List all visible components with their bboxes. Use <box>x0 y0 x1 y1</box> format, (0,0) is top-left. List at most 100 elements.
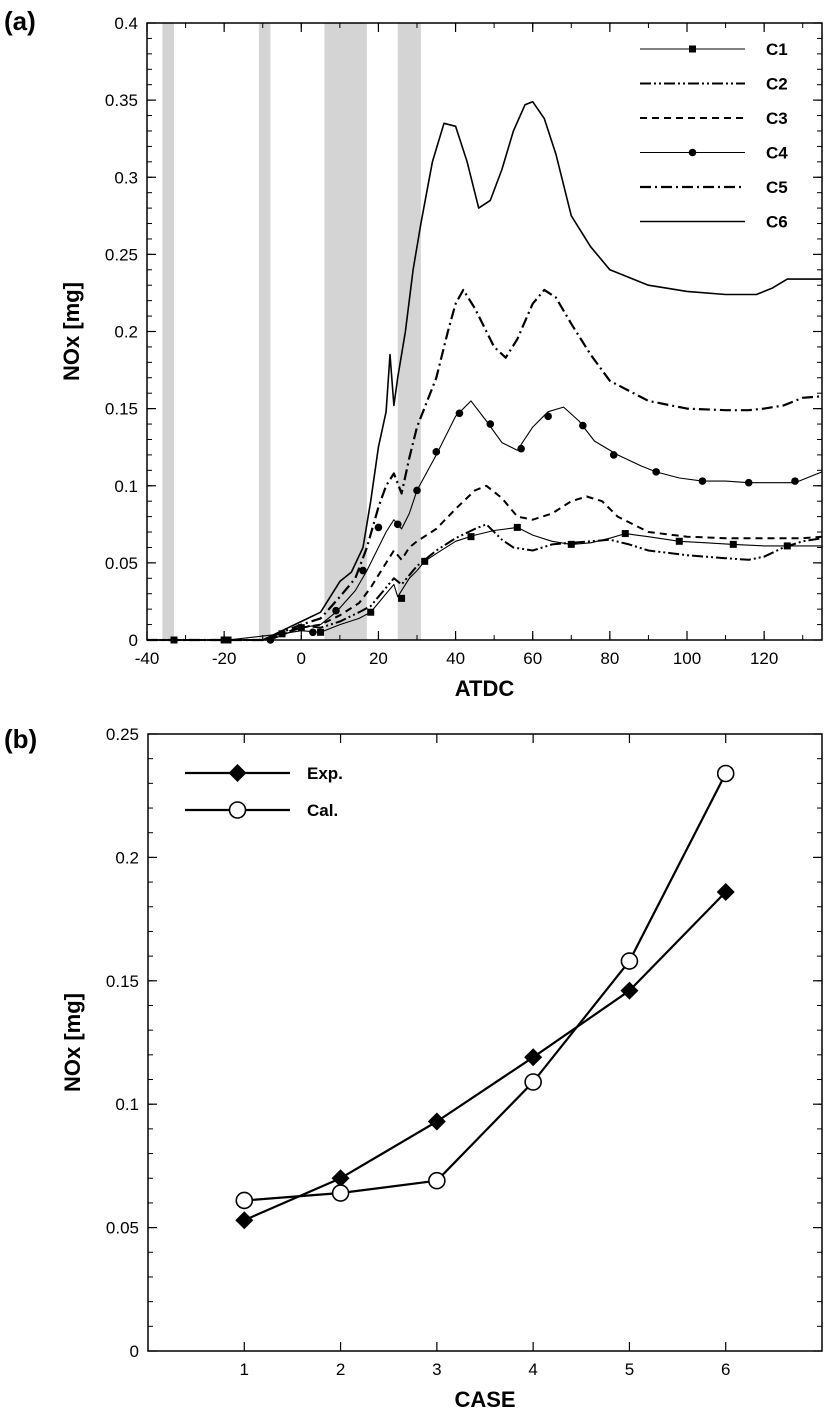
data-point <box>413 486 421 495</box>
data-point <box>609 451 618 459</box>
data-point <box>398 594 406 602</box>
y-tick-label: 0.1 <box>115 1095 139 1114</box>
x-tick-label: 100 <box>673 649 701 668</box>
plot-frame <box>147 733 823 1352</box>
legend-label: C1 <box>766 40 788 59</box>
shaded-region <box>397 23 421 640</box>
data-point <box>486 420 495 428</box>
series-line-c4 <box>147 400 823 641</box>
panel-b-chart: (b) 1 2 3 4 5 6 0 0.05 0.1 0.15 0.2 0.25 Exp. Cal. C… <box>4 724 823 1412</box>
data-point <box>235 1211 254 1230</box>
data-point <box>579 421 587 430</box>
y-tick-label: 0.1 <box>114 477 138 496</box>
data-point <box>524 1073 542 1091</box>
y-tick-label: 0.05 <box>106 1219 139 1238</box>
x-axis-title: ATDC <box>455 676 515 701</box>
x-tick-label: -20 <box>212 649 237 668</box>
y-tick-label: 0.25 <box>105 245 138 264</box>
shaded-regions <box>162 23 421 640</box>
legend: C1 C2 C3 C4 C5 C6 <box>640 40 788 232</box>
legend: Exp. Cal. <box>185 764 343 820</box>
data-point <box>393 520 402 529</box>
series-line-c5 <box>147 288 823 642</box>
legend-label: Exp. <box>307 764 343 783</box>
x-tick-label: 80 <box>600 649 619 668</box>
x-tick-label: 1 <box>240 1360 249 1379</box>
y-tick-label: 0.2 <box>114 323 138 342</box>
axis-ticks: 1 2 3 4 5 6 0 0.05 0.1 0.15 0.2 0.25 <box>106 725 822 1379</box>
x-tick-label: 0 <box>297 649 306 668</box>
series-line-c6 <box>147 100 822 641</box>
data-point <box>432 448 441 456</box>
data-point <box>791 477 799 485</box>
legend-label: C4 <box>766 144 788 163</box>
data-point <box>513 523 521 531</box>
data-point <box>309 628 317 637</box>
data-point <box>675 537 683 545</box>
data-point <box>517 444 525 453</box>
y-tick-label: 0 <box>129 631 138 650</box>
data-point <box>567 540 575 548</box>
legend-marker <box>689 45 696 53</box>
panel-a-label: (a) <box>4 6 36 36</box>
x-tick-label: 4 <box>528 1360 537 1379</box>
data-point <box>744 478 753 487</box>
data-point <box>716 882 735 901</box>
data-point <box>317 628 325 636</box>
data-point <box>620 981 639 1000</box>
legend-label: C2 <box>766 75 788 94</box>
x-tick-label: 3 <box>432 1360 441 1379</box>
legend-label: C5 <box>766 178 788 197</box>
legend-label: C3 <box>766 109 788 128</box>
data-point <box>359 566 367 575</box>
data-point <box>235 1191 254 1210</box>
legend-marker <box>228 801 247 819</box>
shaded-region <box>258 23 271 640</box>
data-point <box>544 412 552 421</box>
data-point <box>331 1184 350 1202</box>
data-point <box>428 1171 446 1190</box>
y-tick-label: 0.35 <box>105 91 138 110</box>
legend-label: C6 <box>766 213 788 232</box>
data-point <box>421 557 429 565</box>
y-tick-label: 0.15 <box>105 400 138 419</box>
legend-label: Cal. <box>307 801 338 820</box>
y-axis-title: NOx [mg] <box>60 993 85 1092</box>
x-tick-label: 6 <box>721 1360 730 1379</box>
x-tick-label: 120 <box>750 649 778 668</box>
data-series <box>147 100 823 644</box>
x-tick-label: 2 <box>336 1360 345 1379</box>
y-axis-title: NOx [mg] <box>59 282 84 381</box>
data-point <box>698 477 707 485</box>
x-tick-label: 5 <box>625 1360 634 1379</box>
shaded-region <box>162 23 174 640</box>
y-tick-label: 0.25 <box>106 725 139 744</box>
data-point <box>367 608 375 616</box>
x-axis-title: CASE <box>454 1387 515 1412</box>
data-point <box>620 952 639 970</box>
panel-b-label: (b) <box>4 724 37 754</box>
legend-marker <box>228 764 247 782</box>
data-point <box>729 540 737 548</box>
data-point <box>455 409 464 418</box>
data-point <box>524 1048 543 1067</box>
series-line-cal <box>244 772 727 1202</box>
data-point <box>332 606 340 615</box>
panel-a-chart: (a) -40 -20 0 20 40 60 80 100 120 0 0.05 0.1 0.15 0.2… <box>4 6 823 701</box>
x-tick-label: 60 <box>523 649 542 668</box>
y-tick-label: 0.05 <box>105 554 138 573</box>
data-series <box>235 764 735 1230</box>
y-tick-label: 0.15 <box>106 972 139 991</box>
data-point <box>374 523 383 532</box>
data-point <box>331 1169 350 1188</box>
x-tick-label: -40 <box>135 649 160 668</box>
y-tick-label: 0.4 <box>114 14 138 33</box>
data-point <box>621 530 629 538</box>
data-point <box>427 1112 446 1131</box>
series-line-c3 <box>147 484 823 641</box>
series-line-c1 <box>147 526 822 641</box>
series-line-c2 <box>147 523 823 641</box>
x-tick-label: 20 <box>369 649 388 668</box>
y-tick-label: 0.3 <box>114 168 138 187</box>
